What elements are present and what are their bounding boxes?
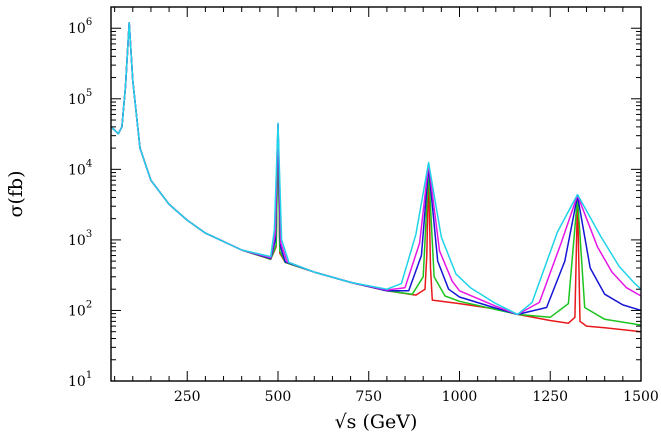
y-tick-label: 104	[68, 158, 92, 178]
y-tick-label: 105	[68, 88, 92, 108]
series-layer	[111, 21, 641, 333]
y-axis-title: σ(fb)	[5, 171, 27, 218]
x-tick-label: 750	[355, 389, 382, 405]
y-tick-label: 103	[68, 229, 92, 249]
series-line-1	[111, 21, 641, 333]
y-tick-label: 106	[68, 17, 92, 37]
x-tick-label: 1500	[623, 389, 659, 405]
series-line-2	[111, 21, 641, 326]
x-tick-label: 500	[265, 389, 292, 405]
x-tick-label: 1000	[442, 389, 478, 405]
x-tick-label: 250	[174, 389, 201, 405]
plot-frame	[110, 6, 642, 382]
series-line-5	[111, 21, 641, 316]
tick-layer	[111, 6, 642, 382]
y-tick-label: 101	[68, 370, 92, 390]
x-axis-title: √s (GeV)	[335, 411, 418, 433]
y-tick-label: 102	[68, 299, 92, 319]
x-tick-label: 1250	[532, 389, 568, 405]
tick-label-layer: 250 500 750 1000 1250 1500 101 102 103 104 105 106	[68, 17, 659, 405]
series-line-3	[111, 21, 641, 316]
